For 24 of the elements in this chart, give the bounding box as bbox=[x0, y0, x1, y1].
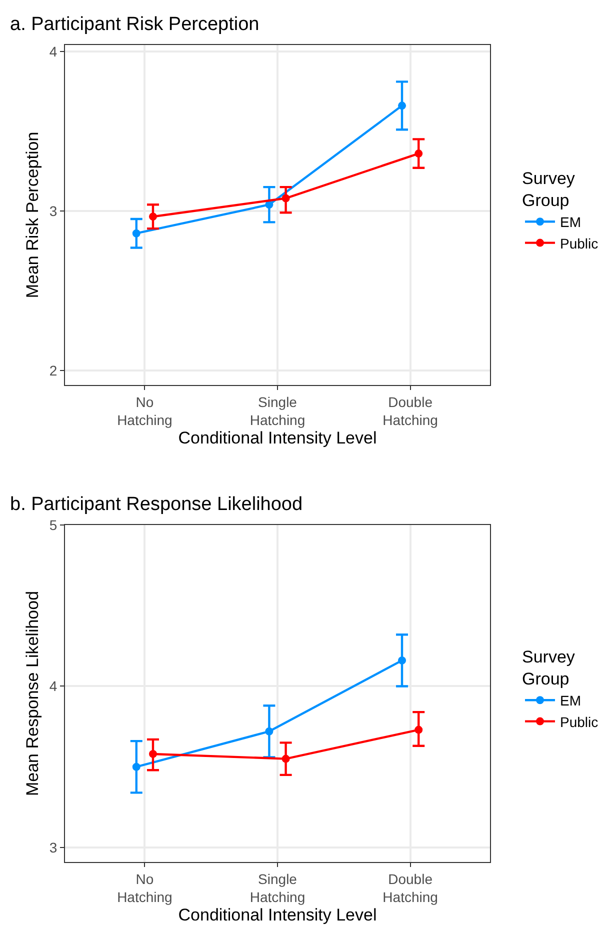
x-axis-title: Conditional Intensity Level bbox=[178, 905, 377, 924]
x-tick-label: Double Hatching bbox=[382, 394, 438, 428]
legend-label: Public bbox=[560, 235, 598, 252]
y-tick-label: 4 bbox=[49, 43, 58, 60]
chart-title: a. Participant Risk Perception bbox=[10, 14, 260, 35]
x-tick-label: Single Hatching bbox=[250, 870, 306, 905]
y-tick-label: 3 bbox=[49, 839, 58, 856]
chart-title: b. Participant Response Likelihood bbox=[10, 494, 303, 515]
legend-title: Survey Group bbox=[522, 647, 576, 689]
x-axis-title: Conditional Intensity Level bbox=[178, 428, 377, 448]
y-tick-label: 3 bbox=[49, 202, 58, 219]
legend-title: Survey Group bbox=[522, 168, 576, 210]
legend-label: EM bbox=[560, 692, 581, 709]
legend-label: EM bbox=[560, 214, 581, 230]
x-tick-label: Double Hatching bbox=[382, 870, 438, 905]
y-axis-title: Mean Risk Perception bbox=[22, 132, 42, 298]
x-tick-label: No Hatching bbox=[117, 870, 172, 905]
y-tick-label: 4 bbox=[49, 678, 58, 694]
y-axis-title: Mean Response Likelihood bbox=[22, 590, 42, 796]
legend-label: Public bbox=[560, 714, 598, 730]
x-tick-label: No Hatching bbox=[117, 394, 172, 428]
x-tick-label: Single Hatching bbox=[250, 394, 306, 428]
y-tick-label: 2 bbox=[49, 362, 58, 379]
y-tick-label: 5 bbox=[49, 516, 58, 533]
